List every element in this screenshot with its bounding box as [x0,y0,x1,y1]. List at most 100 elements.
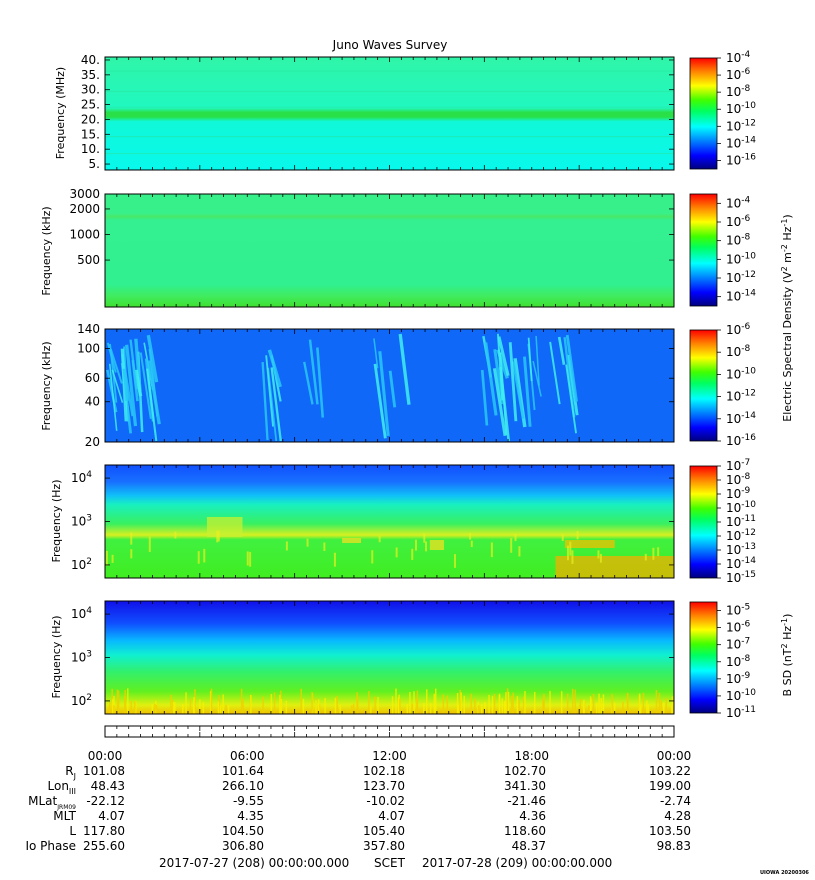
lf-spike [510,695,513,714]
magnetic-spectral-density-title: B SD (nT2 Hz-1) [780,614,794,697]
lf-spike [655,690,658,714]
lf-spike [273,692,276,714]
emission-spike [571,550,574,564]
footer-start-time: 2017-07-27 (208) 00:00:00.000 [159,856,349,870]
y-tick-label: 140 [77,322,100,336]
lf-spike [493,693,496,714]
colorbar-tick-label: 10-16 [726,433,756,448]
lf-spike [501,698,504,714]
wave-streak [508,342,518,422]
colorbar-tick-label: 10-10 [726,500,756,515]
emission-spike [490,542,493,558]
lf-spike [134,701,136,714]
lf-spike [560,691,563,714]
spectral-line [105,106,674,108]
wave-streak [109,348,123,384]
wave-streak [148,348,159,417]
lf-spike [600,698,602,714]
colorbar-tick-label: 10-4 [726,195,751,210]
y-tick-label: 40 [85,395,100,409]
lf-spike [602,703,604,714]
lf-spike [507,691,510,714]
wave-streak [265,355,274,427]
lf-spike [199,699,201,714]
wave-streak [549,341,561,405]
y-tick-label: 15. [81,127,100,141]
lf-spike [124,689,126,714]
lf-spike [626,692,629,714]
wave-streak [125,344,138,427]
emission-spike [285,541,288,551]
lf-spike [242,698,244,714]
lf-spike [300,688,302,714]
colorbar-tick-label: 10-8 [726,654,751,669]
emission-patch [342,538,362,543]
ephemeris-value: -10.02 [366,794,405,808]
emission-spike [514,533,517,542]
lf-spike [262,696,264,714]
ephemeris-value: 117.80 [83,824,125,838]
lf-spike [671,696,674,714]
emission-spike [148,536,151,552]
watermark: UIOWA 20200306 [760,870,809,876]
lf-spike [474,698,476,714]
lf-spike [505,692,507,714]
colorbar-1 [689,57,718,170]
ephemeris-value: 101.08 [83,764,125,778]
y-tick-label: 102 [71,693,92,708]
lf-spike [210,688,213,714]
lf-spike [317,699,320,714]
ephemeris-value: -21.46 [507,794,546,808]
lf-spike [498,694,501,714]
emission-spike [130,549,133,559]
ephemeris-value: 48.43 [91,779,125,793]
lf-spike [222,694,224,714]
y-tick-label: 60 [85,371,100,385]
emission-spike [197,551,200,564]
emission-spike [130,532,133,545]
lf-spike [368,691,370,714]
lf-spike [503,700,506,714]
wave-streak [139,352,152,419]
lf-spike [170,694,172,714]
wave-streak [398,333,411,405]
panel-2-ylabel: Frequency (kHz) [40,206,53,295]
y-tick-label: 103 [71,650,92,665]
wave-streak [270,367,282,442]
lf-spike [518,699,520,714]
y-tick-label: 103 [71,514,92,529]
y-tick-label: 2000 [69,202,100,216]
wave-streak [492,368,507,437]
panel-4-ylabel: Frequency (Hz) [50,480,63,563]
lf-spike [588,705,590,714]
footer-scet: SCET [374,856,406,870]
lf-spike [512,692,514,714]
lf-spike [113,695,115,714]
lf-spike [391,696,394,714]
lf-spike [434,688,437,714]
lf-spike [189,698,192,714]
spectral-line [105,153,674,155]
spectrogram-3 [105,329,674,442]
colorbar-tick-label: 10-14 [726,135,756,150]
emission-spike [306,538,309,547]
lf-spike [488,694,490,714]
colorbar-tick-label: 10-12 [726,389,756,404]
ephemeris-value: 199.00 [649,779,691,793]
lf-spike [130,701,132,714]
lf-spike [647,704,650,714]
lf-spike [477,705,480,714]
ephemeris-table: RJ 101.08 101.64 102.18 102.70 103.22 LonIII 48… [25,764,691,853]
lf-spike [583,699,585,714]
emission-spike [217,530,220,542]
lf-spike [413,691,415,714]
colorbar-2 [689,193,718,307]
lf-spike [524,691,526,714]
wave-streak [122,368,129,402]
lf-spike [336,696,338,714]
emission-patch [564,540,615,548]
spectral-line [105,90,674,92]
lf-spike [185,692,187,714]
lf-spike [108,705,111,714]
